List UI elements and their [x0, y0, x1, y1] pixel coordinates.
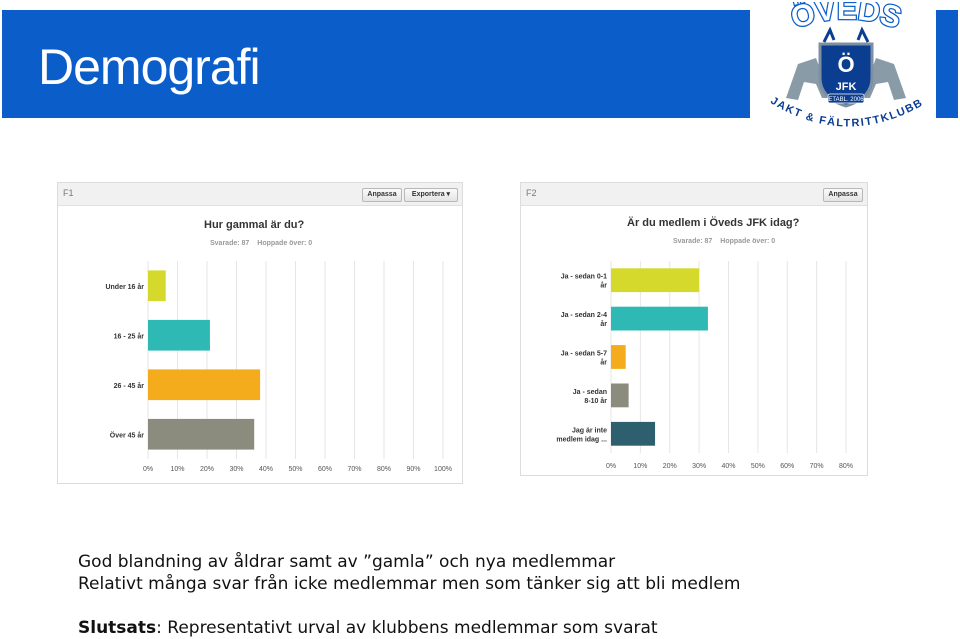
category-label: år	[600, 320, 607, 328]
x-tick-label: 50%	[288, 466, 302, 473]
x-tick-label: 80%	[377, 466, 391, 473]
x-tick-label: 50%	[751, 463, 765, 470]
response-stats: Svarade: 87 Hoppade över: 0	[210, 240, 318, 247]
x-tick-label: 10%	[633, 463, 647, 470]
conclusion-line: Slutsats: Representativt urval av klubbe…	[78, 618, 658, 638]
x-tick-label: 10%	[170, 466, 184, 473]
answered-count: Svarade: 87	[210, 240, 250, 247]
x-tick-label: 0%	[143, 466, 153, 473]
club-logo: ÖVEDS Ö JFK ETABL. 2006 JAKT & FÄLTRITTK…	[768, 2, 924, 130]
category-label: år	[600, 282, 607, 290]
x-tick-label: 20%	[663, 463, 677, 470]
category-label: 8-10 år	[584, 397, 607, 405]
question-number: F2	[526, 188, 537, 198]
x-tick-label: 70%	[347, 466, 361, 473]
category-label: Ja - sedan 2-4	[561, 312, 607, 319]
panel-header: F1 Anpassa Exportera ▾	[58, 183, 462, 206]
question-title: Är du medlem i Öveds JFK idag?	[627, 217, 800, 229]
category-label: år	[600, 359, 607, 367]
x-tick-label: 30%	[229, 466, 243, 473]
x-tick-label: 0%	[606, 463, 616, 470]
question-title: Hur gammal är du?	[204, 219, 305, 231]
x-tick-label: 30%	[692, 463, 706, 470]
question-number: F1	[63, 188, 74, 198]
logo-top-text: ÖVEDS	[787, 2, 905, 35]
export-button[interactable]: Exportera ▾	[404, 188, 458, 202]
skipped-count: Hoppade över: 0	[720, 238, 776, 245]
summary-line-1: God blandning av åldrar samt av ”gamla” …	[78, 552, 616, 572]
banner-strip	[936, 10, 958, 118]
conclusion-text: : Representativt urval av klubbens medle…	[156, 618, 658, 638]
bar	[611, 383, 629, 408]
x-tick-label: 40%	[721, 463, 735, 470]
bar	[611, 345, 626, 369]
category-label: medlem idag ...	[556, 436, 607, 443]
summary-line-2: Relativt många svar från icke medlemmar …	[78, 574, 741, 594]
logo-established: ETABL. 2006	[828, 97, 864, 103]
membership-bar-chart: 0% 10% 20% 30% 40% 50% 60% 70% 80% Ja - sedan 0-1…	[556, 261, 853, 470]
bar	[611, 268, 700, 293]
category-label: Ja - sedan 0-1	[561, 274, 607, 281]
response-stats: Svarade: 87 Hoppade över: 0	[673, 238, 781, 245]
x-tick-label: 60%	[318, 466, 332, 473]
chart-panel-f2: F2 Anpassa Är du medlem i Öveds JFK idag…	[520, 182, 868, 476]
panel-header: F2 Anpassa	[521, 183, 867, 206]
bar	[148, 319, 210, 351]
category-label: Ja - sedan	[573, 389, 607, 396]
bar	[148, 270, 166, 302]
bar	[611, 306, 708, 331]
answered-count: Svarade: 87	[673, 238, 713, 245]
page-title: Demografi	[38, 39, 261, 95]
logo-shield-letter: Ö	[837, 52, 854, 77]
customize-button[interactable]: Anpassa	[362, 188, 402, 202]
customize-button[interactable]: Anpassa	[823, 188, 863, 202]
conclusion-label: Slutsats	[78, 618, 157, 638]
x-tick-label: 70%	[810, 463, 824, 470]
category-label: Ja - sedan 5-7	[561, 351, 607, 358]
logo-shield-text: JFK	[836, 81, 857, 93]
age-bar-chart: 0% 10% 20% 30% 40% 50% 60% 70% 80% 90% 100% Under 1…	[105, 261, 452, 473]
chart-panel-f1: F1 Anpassa Exportera ▾ Hur gammal är du?…	[57, 182, 463, 484]
x-tick-label: 80%	[839, 463, 853, 470]
category-label: Under 16 år	[105, 283, 144, 291]
x-tick-label: 90%	[406, 466, 420, 473]
bar	[148, 369, 261, 401]
category-label: Jag är inte	[572, 427, 607, 434]
x-tick-label: 20%	[200, 466, 214, 473]
skipped-count: Hoppade över: 0	[257, 240, 313, 247]
x-tick-label: 40%	[259, 466, 273, 473]
bar	[148, 418, 255, 450]
bar	[611, 421, 656, 446]
category-label: 26 - 45 år	[114, 382, 145, 390]
x-tick-label: 60%	[780, 463, 794, 470]
category-label: 16 - 25 år	[114, 332, 145, 340]
title-banner: Demografi	[2, 10, 750, 118]
x-tick-label: 100%	[434, 466, 452, 473]
category-label: Över 45 år	[110, 430, 145, 439]
